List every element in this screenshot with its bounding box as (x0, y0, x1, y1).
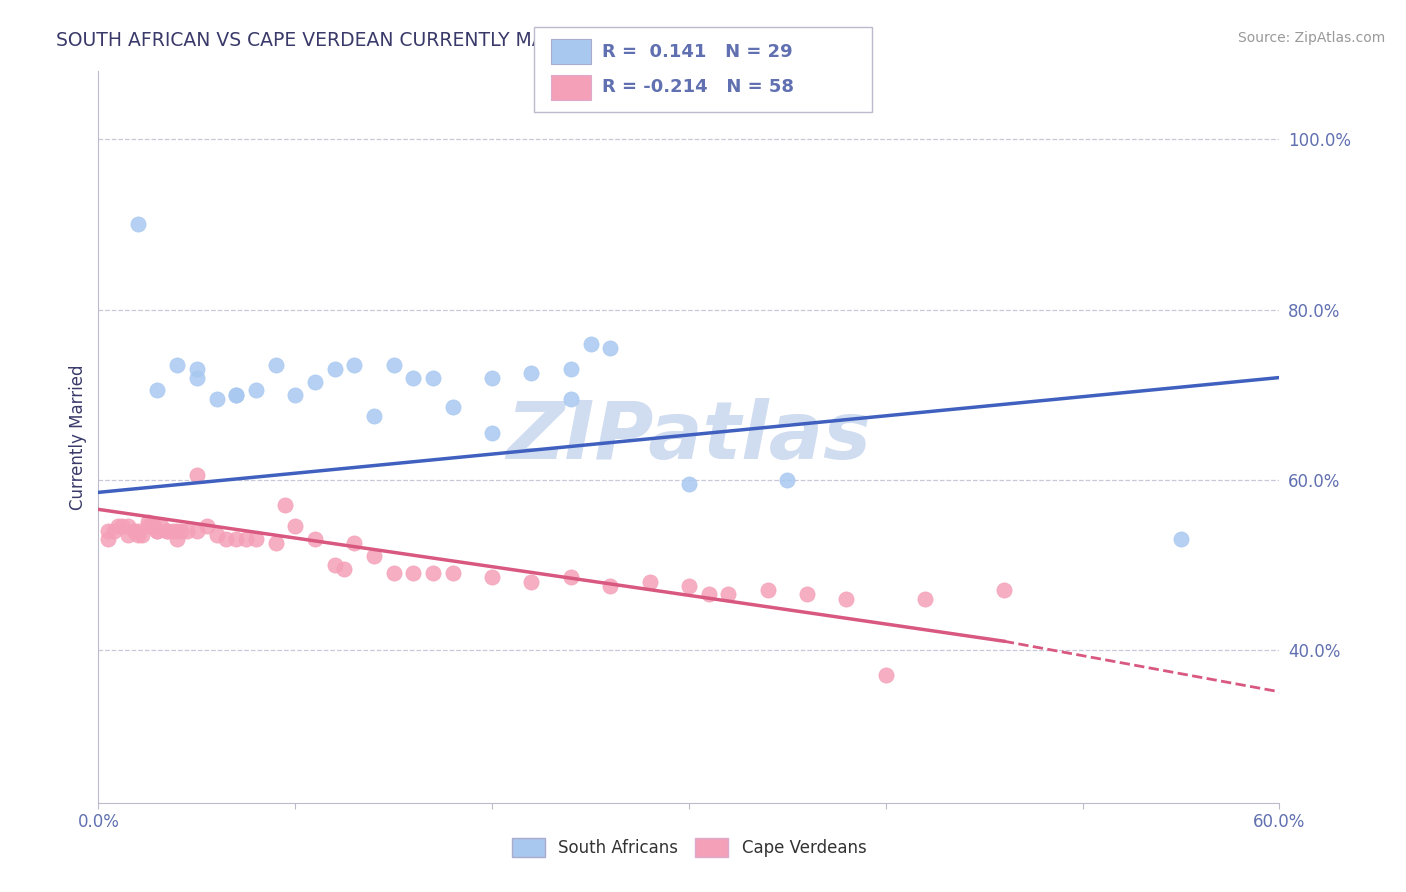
Legend: South Africans, Cape Verdeans: South Africans, Cape Verdeans (505, 831, 873, 864)
Text: ZIPatlas: ZIPatlas (506, 398, 872, 476)
Point (146, 384, 169, 398)
Point (333, 562, 356, 576)
Point (579, 336, 602, 351)
Point (136, 519, 159, 533)
Point (441, 566, 464, 581)
Y-axis label: Currently Married: Currently Married (69, 364, 87, 510)
Point (170, 524, 193, 538)
Point (111, 519, 134, 533)
Point (402, 370, 425, 384)
Point (166, 524, 188, 538)
Point (382, 358, 405, 372)
Point (678, 579, 700, 593)
Point (993, 583, 1015, 598)
Text: R = -0.214   N = 58: R = -0.214 N = 58 (602, 78, 794, 96)
Point (363, 549, 385, 563)
Point (131, 528, 153, 542)
Point (142, 519, 165, 533)
Point (166, 358, 188, 372)
Point (117, 528, 139, 542)
Point (520, 366, 543, 380)
Point (717, 587, 740, 601)
Point (146, 524, 169, 538)
Point (304, 532, 326, 546)
Point (195, 519, 218, 533)
Text: R =  0.141   N = 29: R = 0.141 N = 29 (602, 43, 793, 61)
Point (127, 528, 149, 542)
Point (422, 370, 444, 384)
Point (835, 591, 858, 606)
Point (323, 362, 346, 376)
Point (136, 515, 159, 529)
Point (150, 519, 173, 533)
Point (343, 358, 366, 372)
Point (481, 425, 503, 440)
Point (441, 401, 464, 415)
Point (205, 528, 228, 542)
Text: SOUTH AFRICAN VS CAPE VERDEAN CURRENTLY MARRIED CORRELATION CHART: SOUTH AFRICAN VS CAPE VERDEAN CURRENTLY … (56, 31, 813, 50)
Point (560, 362, 582, 376)
Point (756, 583, 779, 598)
Point (481, 570, 503, 584)
Point (481, 370, 503, 384)
Point (402, 566, 425, 581)
Point (914, 591, 936, 606)
Point (225, 387, 247, 401)
Point (156, 524, 179, 538)
Point (107, 519, 129, 533)
Point (156, 524, 179, 538)
Point (323, 558, 346, 572)
Point (1170, 532, 1192, 546)
Point (186, 468, 208, 483)
Point (304, 375, 326, 389)
Point (225, 532, 247, 546)
Point (284, 387, 307, 401)
Point (176, 524, 198, 538)
Point (363, 409, 385, 423)
Point (284, 519, 307, 533)
Point (186, 362, 208, 376)
Point (599, 579, 621, 593)
Point (796, 587, 818, 601)
Point (422, 566, 444, 581)
Point (520, 574, 543, 589)
Point (274, 498, 297, 512)
Point (127, 524, 149, 538)
Point (103, 524, 125, 538)
Point (97, 524, 120, 538)
Point (162, 524, 184, 538)
Point (186, 370, 208, 384)
Point (127, 218, 149, 232)
Text: Source: ZipAtlas.com: Source: ZipAtlas.com (1237, 31, 1385, 45)
Point (264, 358, 287, 372)
Point (166, 532, 188, 546)
Point (560, 570, 582, 584)
Point (599, 341, 621, 355)
Point (382, 566, 405, 581)
Point (560, 392, 582, 406)
Point (205, 392, 228, 406)
Point (186, 524, 208, 538)
Point (245, 384, 267, 398)
Point (678, 476, 700, 491)
Point (697, 587, 720, 601)
Point (638, 574, 661, 589)
Point (245, 532, 267, 546)
Point (235, 532, 257, 546)
Point (875, 668, 897, 682)
Point (117, 519, 139, 533)
Point (146, 524, 169, 538)
Point (97, 532, 120, 546)
Point (343, 536, 366, 550)
Point (215, 532, 238, 546)
Point (264, 536, 287, 550)
Point (225, 387, 247, 401)
Point (776, 473, 799, 487)
Point (122, 524, 145, 538)
